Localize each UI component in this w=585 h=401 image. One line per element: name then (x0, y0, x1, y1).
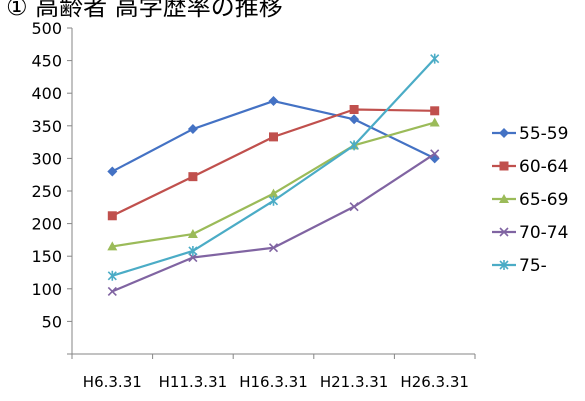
marker-stroke (268, 243, 279, 253)
legend-marker-70-74 (499, 227, 509, 237)
marker-stroke (107, 286, 117, 296)
y-tick-label: 50 (42, 312, 62, 331)
data-point-75- (107, 270, 117, 281)
marker-stroke (349, 202, 359, 212)
legend-label: 55-59 (519, 124, 568, 144)
data-point-65-69 (107, 241, 118, 251)
data-point-55-59 (187, 124, 198, 135)
series-line-70-74 (111, 152, 436, 293)
x-tick-label: H16.3.31 (239, 373, 308, 391)
data-point-55-59 (268, 96, 279, 107)
x-tick-label: H26.3.31 (400, 373, 469, 391)
data-point-75- (349, 140, 359, 151)
series-line-75- (111, 57, 436, 277)
data-point-60-64 (430, 106, 440, 116)
data-point-65-69 (187, 229, 198, 239)
y-tick-label: 400 (31, 84, 62, 103)
x-tick-label: H11.3.31 (159, 373, 228, 391)
data-point-70-74 (430, 149, 440, 159)
data-point-55-59 (107, 166, 118, 177)
data-point-60-64 (349, 105, 359, 114)
x-tick-label: H6.3.31 (83, 373, 142, 391)
data-point-65-69 (268, 188, 279, 198)
data-point-55-59 (349, 114, 360, 125)
data-point-70-74 (349, 202, 359, 212)
legend-marker-55-59 (499, 128, 509, 138)
data-point-75- (268, 195, 279, 206)
legend-label: 70-74 (519, 223, 568, 243)
data-point-60-64 (188, 172, 198, 182)
legend-label: 75- (519, 256, 547, 276)
legend-label: 65-69 (519, 190, 568, 210)
y-tick-label: 100 (31, 280, 62, 299)
y-tick-label: 450 (31, 52, 62, 71)
y-tick-label: 300 (31, 149, 62, 168)
legend-marker-75- (499, 260, 509, 270)
y-tick-label: 150 (31, 247, 62, 266)
data-point-65-69 (429, 117, 440, 127)
y-tick-label: 350 (31, 117, 62, 136)
marker-stroke (430, 149, 440, 159)
data-point-70-74 (188, 252, 198, 263)
data-point-70-74 (107, 286, 117, 296)
marker-stroke (499, 227, 509, 237)
y-tick-label: 500 (31, 19, 62, 38)
x-tick-label: H21.3.31 (320, 373, 389, 391)
data-point-60-64 (107, 211, 117, 221)
data-point-75- (430, 53, 440, 64)
y-tick-label: 200 (31, 215, 62, 234)
legend-label: 60-64 (519, 157, 568, 177)
data-point-60-64 (269, 132, 278, 142)
legend-marker-65-69 (499, 194, 509, 203)
y-tick-label: 250 (31, 182, 62, 201)
data-point-75- (188, 245, 198, 256)
marker-stroke (188, 252, 198, 263)
chart-title: ① 高齢者 高学歴率の推移 (6, 0, 283, 21)
legend-marker-60-64 (499, 161, 509, 171)
data-point-70-74 (268, 243, 279, 253)
